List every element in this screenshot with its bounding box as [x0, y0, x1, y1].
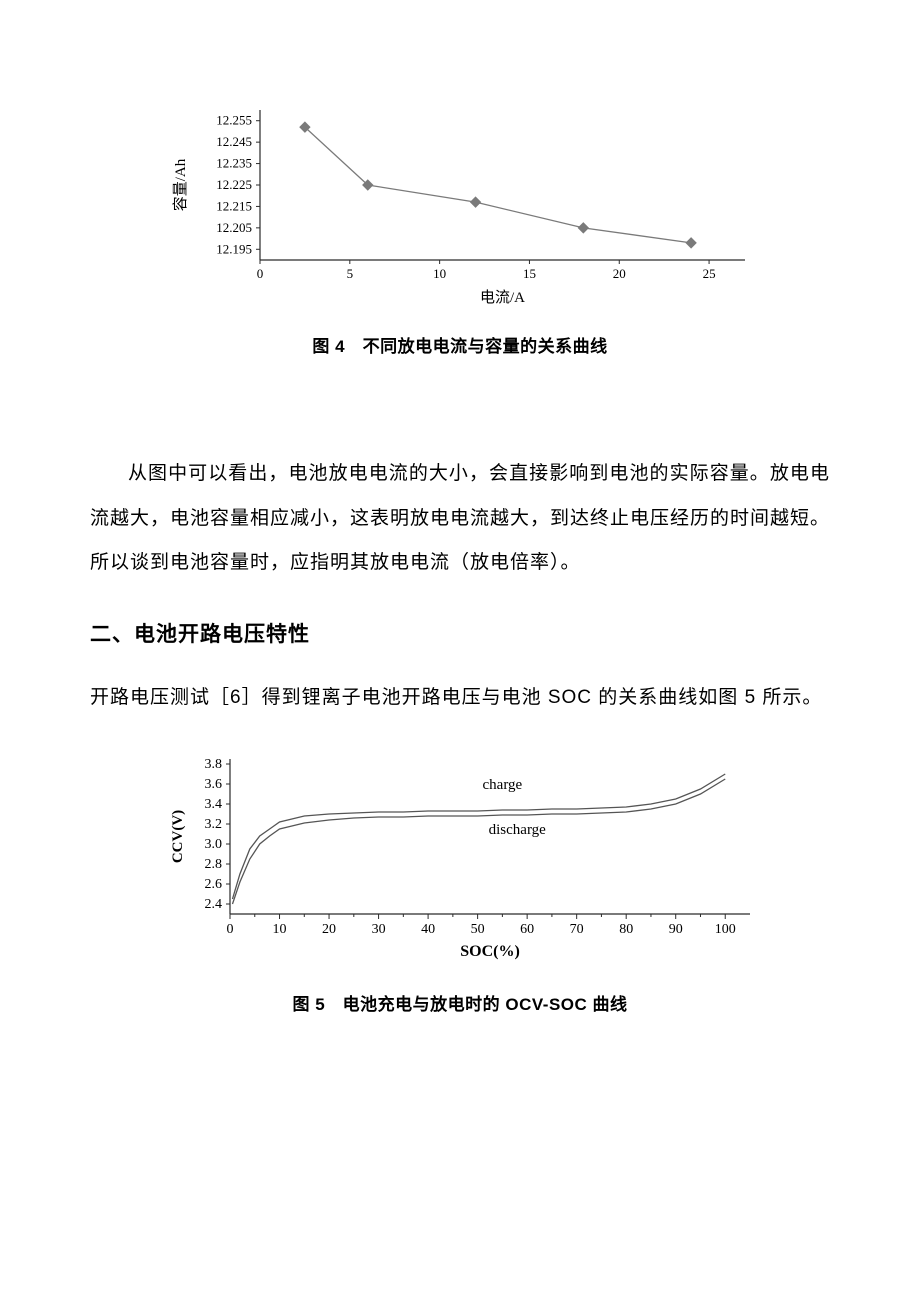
svg-text:25: 25: [703, 266, 716, 281]
chart1-container: 12.195 12.205 12.215 12.225 12.235 12.245 12.2…: [155, 100, 765, 310]
svg-text:10: 10: [273, 922, 287, 937]
section-heading-2: 二、电池开路电压特性: [90, 618, 830, 648]
svg-text:SOC(%): SOC(%): [460, 943, 520, 960]
svg-text:0: 0: [257, 266, 264, 281]
chart2-container: 2.4 2.6 2.8 3.0 3.2 3.4 3.6 3.8 0 10 20 30 40 50 60 70 8…: [155, 749, 765, 964]
svg-text:12.225: 12.225: [216, 177, 252, 192]
svg-text:100: 100: [715, 922, 736, 937]
svg-text:60: 60: [520, 922, 534, 937]
chart1-svg: 12.195 12.205 12.215 12.225 12.235 12.245 12.2…: [155, 100, 765, 310]
chart2-svg: 2.4 2.6 2.8 3.0 3.2 3.4 3.6 3.8 0 10 20 30 40 50 60 70 8…: [155, 749, 765, 964]
svg-text:charge: charge: [483, 777, 523, 793]
svg-text:2.8: 2.8: [205, 857, 223, 872]
svg-text:12.235: 12.235: [216, 156, 252, 171]
svg-text:50: 50: [471, 922, 485, 937]
svg-text:3.4: 3.4: [205, 797, 223, 812]
svg-text:3.6: 3.6: [205, 777, 223, 792]
svg-text:电流/A: 电流/A: [480, 289, 525, 306]
svg-text:12.245: 12.245: [216, 134, 252, 149]
paragraph-1: 从图中可以看出，电池放电电流的大小，会直接影响到电池的实际容量。放电电流越大，电…: [90, 452, 830, 586]
svg-text:0: 0: [227, 922, 234, 937]
svg-text:80: 80: [619, 922, 633, 937]
svg-text:90: 90: [669, 922, 683, 937]
svg-text:30: 30: [372, 922, 386, 937]
svg-text:12.195: 12.195: [216, 241, 252, 256]
svg-text:70: 70: [570, 922, 584, 937]
svg-text:10: 10: [433, 266, 446, 281]
svg-text:3.2: 3.2: [205, 817, 223, 832]
chart1-caption: 图 4 不同放电电流与容量的关系曲线: [90, 332, 830, 357]
svg-text:5: 5: [347, 266, 354, 281]
svg-text:3.0: 3.0: [205, 837, 223, 852]
svg-text:12.205: 12.205: [216, 220, 252, 235]
svg-text:12.215: 12.215: [216, 198, 252, 213]
svg-text:40: 40: [421, 922, 435, 937]
svg-text:2.6: 2.6: [205, 877, 223, 892]
svg-text:12.255: 12.255: [216, 113, 252, 128]
svg-text:20: 20: [322, 922, 336, 937]
chart2-caption: 图 5 电池充电与放电时的 OCV-SOC 曲线: [90, 990, 830, 1015]
svg-text:discharge: discharge: [489, 822, 547, 838]
svg-text:2.4: 2.4: [205, 897, 223, 912]
svg-text:CCV(V): CCV(V): [170, 809, 186, 862]
svg-text:20: 20: [613, 266, 626, 281]
svg-text:15: 15: [523, 266, 536, 281]
paragraph-2: 开路电压测试［6］得到锂离子电池开路电压与电池 SOC 的关系曲线如图 5 所示…: [90, 676, 830, 721]
svg-text:3.8: 3.8: [205, 757, 223, 772]
svg-text:容量/Ah: 容量/Ah: [172, 158, 189, 211]
